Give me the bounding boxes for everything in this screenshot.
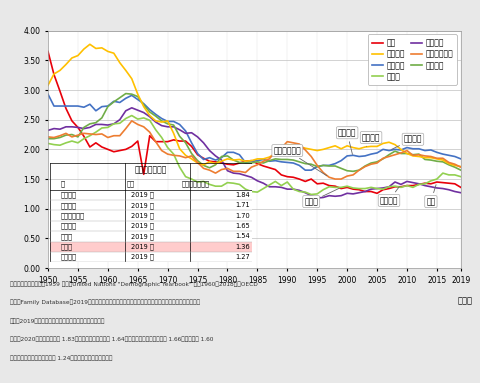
Text: 年次: 年次 (127, 180, 135, 187)
Text: 合計特殊出生率: 合計特殊出生率 (181, 180, 210, 187)
Text: 2019 年: 2019 年 (131, 192, 154, 198)
Bar (50, 210, 252, 221)
X-axis label: （年）: （年） (457, 296, 472, 306)
Text: アメリカ: アメリカ (362, 133, 380, 146)
Text: 国: 国 (60, 180, 64, 187)
Text: 2019 年: 2019 年 (131, 233, 154, 240)
Bar (50, 252, 252, 262)
Text: アメリカ: アメリカ (60, 202, 76, 208)
Text: イギリス: イギリス (338, 128, 356, 154)
Text: 1.65: 1.65 (235, 223, 250, 229)
Text: 合計特殊出生率: 合計特殊出生率 (135, 166, 168, 175)
Text: スウェーデン: スウェーデン (60, 212, 84, 219)
Bar (50, 231, 252, 242)
Text: イタリア: イタリア (60, 254, 76, 260)
Text: 1.71: 1.71 (235, 202, 250, 208)
Text: 2019 年: 2019 年 (131, 212, 154, 219)
Text: 日　本: 日 本 (60, 244, 72, 250)
Text: 1.27: 1.27 (235, 254, 250, 260)
Text: 2019 年: 2019 年 (131, 223, 154, 229)
Text: フランス: フランス (392, 135, 422, 149)
Text: 1.84: 1.84 (235, 192, 250, 198)
Text: 2019 年: 2019 年 (131, 254, 154, 260)
Bar (50, 221, 252, 231)
Text: 1.36: 1.36 (235, 244, 250, 250)
Text: （暫定値）、イタリア 1.24（暫定値）となっている。: （暫定値）、イタリア 1.24（暫定値）となっている。 (10, 355, 112, 361)
Bar (50, 200, 252, 210)
Text: 2019 年: 2019 年 (131, 202, 154, 208)
Text: ドイツ: ドイツ (60, 233, 72, 240)
Text: Family Database、2019年は各国統計、日本の数値は厚生労働省「人口動態統計」を基に作成。: Family Database、2019年は各国統計、日本の数値は厚生労働省「人… (10, 300, 200, 306)
Bar (50, 190, 252, 200)
Text: フランス: フランス (60, 192, 76, 198)
Text: イタリア: イタリア (380, 187, 399, 205)
Legend: 日本, アメリカ, フランス, ドイツ, イタリア, スウェーデン, イギリス: 日本, アメリカ, フランス, ドイツ, イタリア, スウェーデン, イギリス (368, 34, 457, 85)
Text: 資料：諸外国の数値は1959 年までUnited Nations "Demographic Yearbook" 等、1960～2018年はOECD: 資料：諸外国の数値は1959 年までUnited Nations "Demogr… (10, 282, 257, 287)
Text: ドイツ: ドイツ (304, 188, 339, 206)
Text: イギリス: イギリス (60, 223, 76, 229)
Text: 2019 年: 2019 年 (131, 244, 154, 250)
Text: 日本: 日本 (426, 185, 436, 206)
Text: 2020年は、フランス 1.83（暫定値）、アメリカ 1.64（暫定値）、スウェーデン 1.66、イギリス 1.60: 2020年は、フランス 1.83（暫定値）、アメリカ 1.64（暫定値）、スウェ… (10, 337, 213, 342)
Text: スウェーデン: スウェーデン (274, 146, 327, 176)
Text: 注：2019年のフランスの数値は暫定値となっている。: 注：2019年のフランスの数値は暫定値となっている。 (10, 318, 105, 324)
Text: 1.54: 1.54 (235, 233, 250, 239)
Text: 1.70: 1.70 (235, 213, 250, 219)
Bar (50, 242, 252, 252)
